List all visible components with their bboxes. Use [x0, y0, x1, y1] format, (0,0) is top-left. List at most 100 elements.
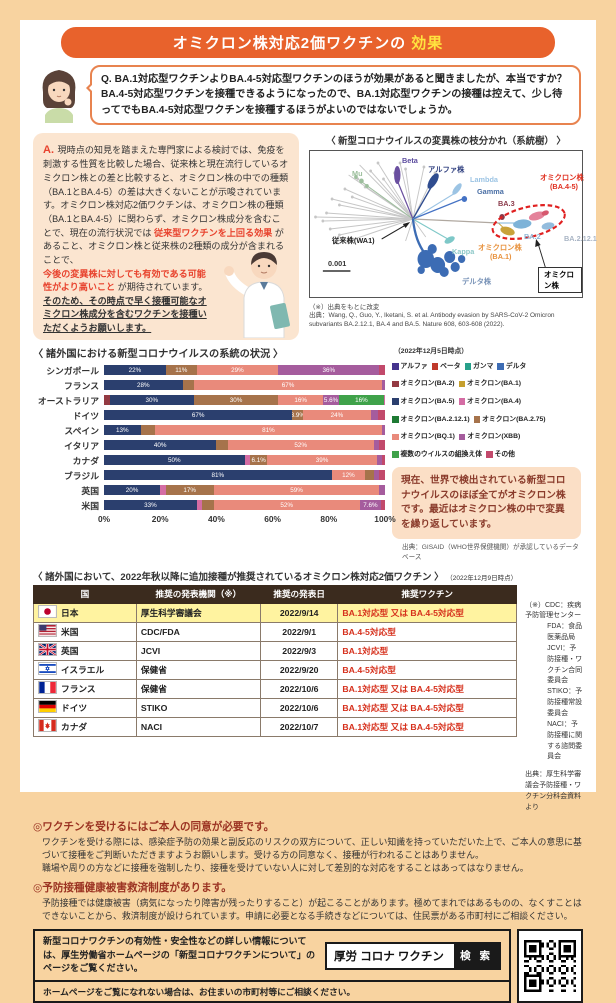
table-header-cell: 推奨ワクチン — [337, 584, 518, 604]
legend-label: ベータ — [440, 362, 461, 370]
table-cell-org: 保健省 — [135, 678, 261, 699]
country-name: 米国 — [61, 627, 79, 638]
chart-country-label: 米国 — [81, 500, 99, 511]
chart-segment — [373, 469, 380, 481]
legend-swatch — [392, 433, 399, 441]
omicron-callout: 現在、世界で検出されている新型コロナウイルスのほぼ全てがオミクロン株です。最近は… — [392, 467, 581, 540]
chart-country-label: オーストラリア — [37, 395, 99, 406]
table-row: 英国 JCVI 2022/9/3 BA.1対応型 — [33, 640, 518, 661]
chart-segment: 36% — [278, 364, 380, 376]
chart-country-label: ドイツ — [72, 410, 99, 421]
kappa-cluster — [412, 218, 455, 244]
table-cell-org: JCVI — [135, 640, 261, 661]
gray-branches — [315, 162, 436, 242]
chart-segment: 17% — [165, 484, 214, 496]
table-date-note: （2022年12月9日時点） — [446, 574, 518, 582]
omicron-cluster — [491, 203, 566, 240]
legend-row: アルファ ベータ ガンマ デルタ — [392, 357, 583, 375]
chart-segment: 24% — [303, 409, 371, 421]
chart-row: シンガポール 22% 11% 29% 36% — [33, 364, 385, 377]
legend-item: デルタ — [497, 363, 526, 370]
chart-bar: 20% 17% 59% — [104, 484, 386, 496]
tree-label: Lambda — [470, 174, 498, 184]
chart-segment: 11% — [165, 364, 197, 376]
omicron-box-label: オミクロン株 — [538, 266, 582, 293]
chart-segment — [379, 364, 385, 376]
legend-label: ガンマ — [473, 362, 494, 370]
chart-bar: 33% 52% 7.6% — [104, 499, 386, 511]
legend-swatch — [464, 363, 472, 370]
legend-label: 複数のウイルスの組換え体 — [400, 450, 483, 458]
table-cell-vaccine: BA.4-5対応型 — [337, 659, 518, 680]
table-cell-country: ドイツ — [33, 697, 137, 718]
legend-label: オミクロン(BA.2.12.1) — [400, 415, 470, 423]
table-cell-vaccine: BA.4-5対応型 — [337, 621, 518, 642]
legend-label: デルタ — [505, 362, 527, 370]
chart-bar: 13% 81% — [104, 424, 385, 436]
chart-legend: アルファ ベータ ガンマ デルタ オミクロン(BA.2) オミクロン(BA.1) オミクロン… — [392, 357, 583, 463]
chart-segment — [376, 454, 383, 466]
search-query[interactable]: 厚労 コロナ ワクチン — [334, 950, 444, 963]
table-header-cell: 推奨の発表日 — [259, 584, 339, 604]
consent-heading: ◎ワクチンを受けるにはご本人の同意が必要です。 — [33, 820, 275, 833]
legend-swatch — [392, 398, 399, 405]
chart-segment: 5.6% — [323, 394, 339, 406]
chart-row: ドイツ 67%3.9%24% — [33, 409, 385, 422]
chart-country-label: 英国 — [81, 485, 99, 496]
legend-row: オミクロン(BA.2) オミクロン(BA.1) — [392, 374, 583, 392]
table-cell-country: 英国 — [33, 640, 137, 661]
alpha-cluster — [412, 173, 439, 220]
phylo-tree-panel: 〈 新型コロナウイルスの変異株の枝分かれ（系統樹） 〉 — [309, 133, 597, 340]
country-flag-cell: 米国 — [38, 624, 132, 639]
chart-segment — [381, 499, 386, 511]
chart-segment: 40% — [104, 439, 217, 451]
answer-prefix: A. — [43, 143, 54, 156]
legend-item: ガンマ — [464, 362, 494, 370]
gamma-cluster — [412, 195, 468, 220]
legend-swatch — [392, 451, 399, 458]
recommendation-table-col: 〈 諸外国において、2022年秋以降に追加接種が推奨されているオミクロン株対応2… — [33, 569, 517, 814]
tree-label: (BA.1) — [490, 251, 512, 261]
legend-item: オミクロン(BA.1) — [458, 380, 521, 387]
legend-item: オミクロン(BA.4) — [458, 398, 521, 405]
chart-country-label: ブラジル — [63, 470, 99, 481]
chart-country-label: シンガポール — [46, 365, 99, 376]
table-row: フランス 保健省 2022/10/6 BA.1対応型 又は BA.4-5対応型 — [33, 678, 518, 699]
omicron-cluster-ellipse — [491, 203, 566, 240]
legend-item: その他 — [486, 451, 515, 458]
chart-segment — [379, 484, 386, 496]
tree-label: BA.3 — [498, 198, 515, 208]
chart-segment: 52% — [227, 439, 374, 451]
table-cell-date: 2022/9/20 — [259, 659, 339, 680]
legend-item: アルファ — [392, 363, 428, 370]
table-body: 日本 厚生科学審議会 2022/9/14 BA.1対応型 又は BA.4-5対応型 米国… — [33, 602, 518, 737]
chart-bar: 81% 12% — [104, 469, 386, 481]
legend-label: その他 — [494, 450, 515, 458]
answer-text-2: があること、オミクロン株と従来株の2種類の成分が含まれることで、 — [43, 227, 285, 265]
consent-section: ◎ワクチンを受けるにはご本人の同意が必要です。 ワクチンを受ける際には、感染症予… — [33, 819, 583, 876]
legend-item: オミクロン(BA.5) — [392, 398, 455, 405]
chart-segment — [104, 394, 110, 406]
table-cell-org: CDC/FDA — [135, 621, 261, 642]
tree-note: （※）出典をもとに改変 — [309, 303, 380, 311]
table-cell-country: 米国 — [33, 621, 137, 642]
poster-panel: オミクロン株対応2価ワクチンの 効果 Q. BA.1対応型ワクチンよりBA.4-… — [20, 20, 597, 1003]
search-button[interactable]: 検 索 — [454, 943, 499, 968]
search-box[interactable]: 厚労 コロナ ワクチン 検 索 — [325, 941, 501, 970]
table-header-cell: 推奨の発表機関（※） — [135, 584, 261, 604]
chart-bar: 50% 6.1% 39% — [104, 454, 386, 466]
variant-chart: 〈 諸外国における新型コロナウイルスの系統の状況 〉 シンガポール 22% 11% 2… — [33, 345, 396, 563]
answer-paragraph-1: A. 現時点の知見を踏まえた専門家による検討では、免疫を刺激する性質を比較した場… — [43, 142, 289, 268]
table-source: 出典：厚生科学審議会予防接種・ワクチン分科会資料 より — [525, 771, 582, 811]
table-header-row: 国推奨の発表機関（※） 推奨の発表日 推奨ワクチン — [33, 584, 518, 604]
info-text: 新型コロナワクチンの有効性・安全性などの詳しい情報については、厚生労働省ホームペ… — [43, 936, 316, 974]
table-cell-country: イスラエル — [33, 659, 137, 680]
table-notes: （※）CDC：疾病予防管理センター FDA：食品医薬品局 JCVI：予防接種・ワクチ… — [525, 569, 583, 814]
chart-bar: 40% 52% — [104, 439, 386, 451]
recommendation-table: 国推奨の発表機関（※） 推奨の発表日 推奨ワクチン 日本 厚生科学審議会 2022/9/… — [33, 584, 518, 737]
chart-axis-tick: 20% — [151, 513, 169, 524]
table-cell-date: 2022/10/6 — [259, 678, 339, 699]
chart-bar: 28% 67% — [104, 379, 385, 391]
chart-segment — [379, 439, 386, 451]
variant-chart-section: 〈 諸外国における新型コロナウイルスの系統の状況 〉 シンガポール 22% 11% 2… — [33, 345, 583, 563]
